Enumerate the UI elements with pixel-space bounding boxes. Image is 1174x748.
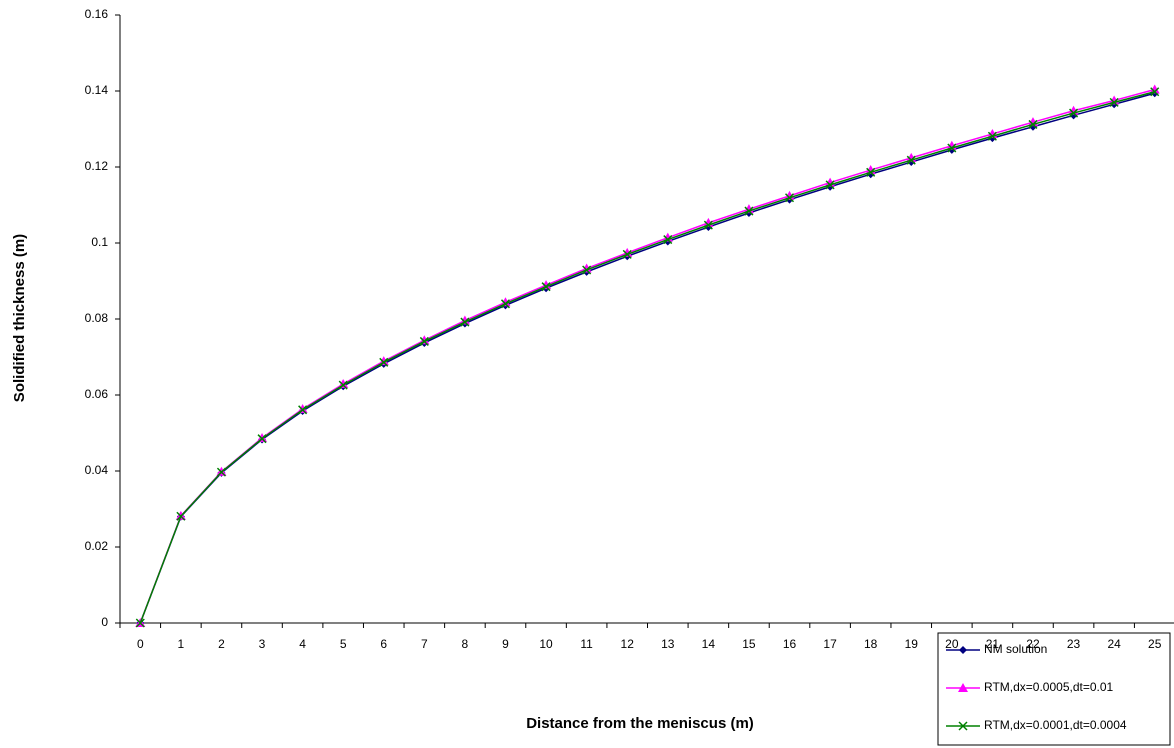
x-tick-label: 11 [580, 637, 593, 651]
x-tick-label: 25 [1148, 637, 1162, 651]
marker [460, 317, 470, 327]
marker [866, 167, 876, 177]
marker [906, 155, 916, 165]
marker [663, 235, 673, 245]
x-tick-label: 6 [380, 637, 387, 651]
x-tick-label: 21 [986, 637, 1000, 651]
marker [947, 143, 957, 153]
marker [1028, 119, 1038, 129]
y-tick-label: 0.08 [85, 311, 109, 325]
x-axis-title: Distance from the meniscus (m) [526, 715, 754, 732]
x-tick-label: 15 [742, 637, 756, 651]
legend-box [937, 632, 1171, 746]
x-tick-label: 5 [340, 637, 347, 651]
y-tick-label: 0.12 [85, 159, 109, 173]
x-tick-label: 16 [783, 637, 797, 651]
marker [459, 315, 470, 325]
x-tick-label: 12 [621, 637, 635, 651]
marker [500, 299, 511, 309]
marker [1149, 84, 1160, 94]
marker [216, 467, 226, 477]
x-tick-label: 13 [661, 637, 675, 651]
marker [1109, 97, 1119, 107]
x-tick-label: 0 [137, 637, 144, 651]
y-tick-label: 0.04 [85, 463, 109, 477]
x-tick-label: 8 [462, 637, 469, 651]
legend-label: NM solution [984, 642, 1047, 656]
x-tick-label: 9 [502, 637, 509, 651]
marker [784, 193, 795, 203]
marker [135, 618, 145, 628]
legend-label: RTM,dx=0.0001,dt=0.0004 [984, 718, 1127, 732]
marker [419, 336, 429, 346]
x-tick-label: 17 [823, 637, 837, 651]
y-tick-label: 0.02 [85, 539, 109, 553]
y-axis-title: Solidified thickness (m) [11, 234, 28, 402]
x-tick-label: 24 [1107, 637, 1121, 651]
marker [744, 206, 754, 216]
x-tick-label: 3 [259, 637, 266, 651]
marker [825, 180, 835, 190]
marker [1069, 108, 1079, 118]
x-tick-label: 20 [945, 637, 959, 651]
marker [338, 378, 349, 388]
marker [582, 265, 592, 275]
legend-label: RTM,dx=0.0005,dt=0.01 [984, 680, 1114, 694]
marker [379, 357, 389, 367]
marker [959, 646, 967, 654]
marker [500, 297, 511, 307]
x-tick-label: 18 [864, 637, 878, 651]
marker [541, 280, 552, 290]
marker [257, 432, 268, 442]
y-tick-label: 0.1 [91, 235, 108, 249]
x-tick-label: 14 [702, 637, 716, 651]
x-tick-label: 7 [421, 637, 428, 651]
x-tick-label: 1 [178, 637, 185, 651]
y-tick-label: 0.06 [85, 387, 109, 401]
x-tick-label: 19 [905, 637, 919, 651]
marker [298, 405, 308, 415]
x-tick-label: 4 [299, 637, 306, 651]
x-tick-label: 10 [539, 637, 553, 651]
marker [176, 511, 186, 521]
y-tick-label: 0.16 [85, 7, 109, 21]
x-tick-label: 2 [218, 637, 225, 651]
y-tick-label: 0.14 [85, 83, 109, 97]
x-tick-label: 23 [1067, 637, 1081, 651]
marker [958, 721, 968, 731]
marker [958, 683, 968, 692]
series-line [139, 92, 1155, 624]
marker [703, 220, 713, 230]
series-line [139, 88, 1155, 624]
series-line [139, 91, 1155, 624]
marker [622, 249, 632, 259]
marker [541, 282, 551, 292]
x-tick-label: 22 [1026, 637, 1040, 651]
marker [257, 434, 267, 444]
marker [1150, 87, 1160, 97]
marker [987, 131, 997, 141]
marker [338, 380, 348, 390]
y-tick-label: 0 [101, 615, 108, 629]
